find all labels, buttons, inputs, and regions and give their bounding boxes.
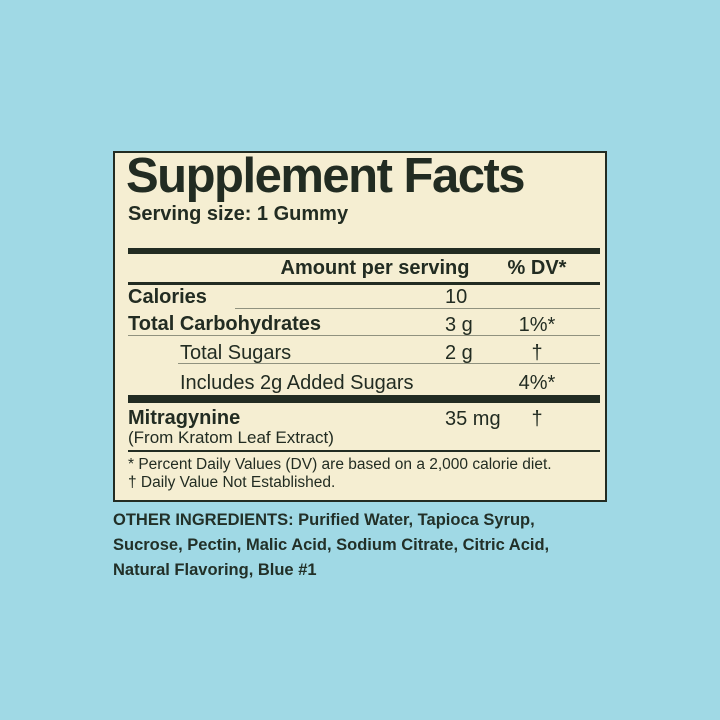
other-ingredients-line: Natural Flavoring, Blue #1 [113, 561, 317, 579]
row-label-mitragynine: Mitragynine [128, 407, 241, 429]
table-mid-bar [128, 395, 600, 403]
row-label-added-sugars: Includes 2g Added Sugars [180, 372, 414, 394]
row-separator [235, 308, 600, 309]
footnote-dv-not-established: † Daily Value Not Established. [128, 474, 336, 491]
row-dv-total-sugars: † [531, 342, 543, 364]
column-header-dv: % DV* [507, 257, 567, 279]
row-sublabel-kratom-source: (From Kratom Leaf Extract) [128, 428, 334, 447]
row-dv-total-carbohydrates: 1%* [518, 314, 556, 336]
column-header-amount: Amount per serving [280, 257, 470, 279]
supplement-facts-title: Supplement Facts [126, 149, 526, 203]
row-amount-total-carbohydrates: 3 g [445, 314, 473, 336]
supplement-facts-panel: Supplement Facts Serving size: 1 Gummy A… [113, 149, 607, 502]
row-dv-mitragynine: † [531, 408, 543, 430]
row-separator [178, 363, 600, 364]
row-label-total-carbohydrates: Total Carbohydrates [128, 313, 321, 335]
row-amount-total-sugars: 2 g [445, 342, 473, 364]
serving-size-text: Serving size: 1 Gummy [128, 203, 349, 225]
other-ingredients-line: OTHER INGREDIENTS: Purified Water, Tapio… [113, 511, 535, 529]
footnote-separator [128, 450, 600, 452]
table-top-bar [128, 248, 600, 254]
other-ingredients-line: Sucrose, Pectin, Malic Acid, Sodium Citr… [113, 536, 550, 554]
row-dv-added-sugars: 4%* [518, 372, 556, 394]
header-underline [128, 282, 600, 285]
row-separator [128, 335, 600, 336]
footnote-daily-values: * Percent Daily Values (DV) are based on… [128, 456, 552, 473]
row-amount-calories: 10 [445, 286, 468, 308]
row-label-calories: Calories [128, 286, 207, 308]
other-ingredients-text: OTHER INGREDIENTS: Purified Water, Tapio… [113, 508, 593, 583]
row-label-total-sugars: Total Sugars [180, 342, 292, 364]
row-amount-mitragynine: 35 mg [445, 408, 501, 430]
